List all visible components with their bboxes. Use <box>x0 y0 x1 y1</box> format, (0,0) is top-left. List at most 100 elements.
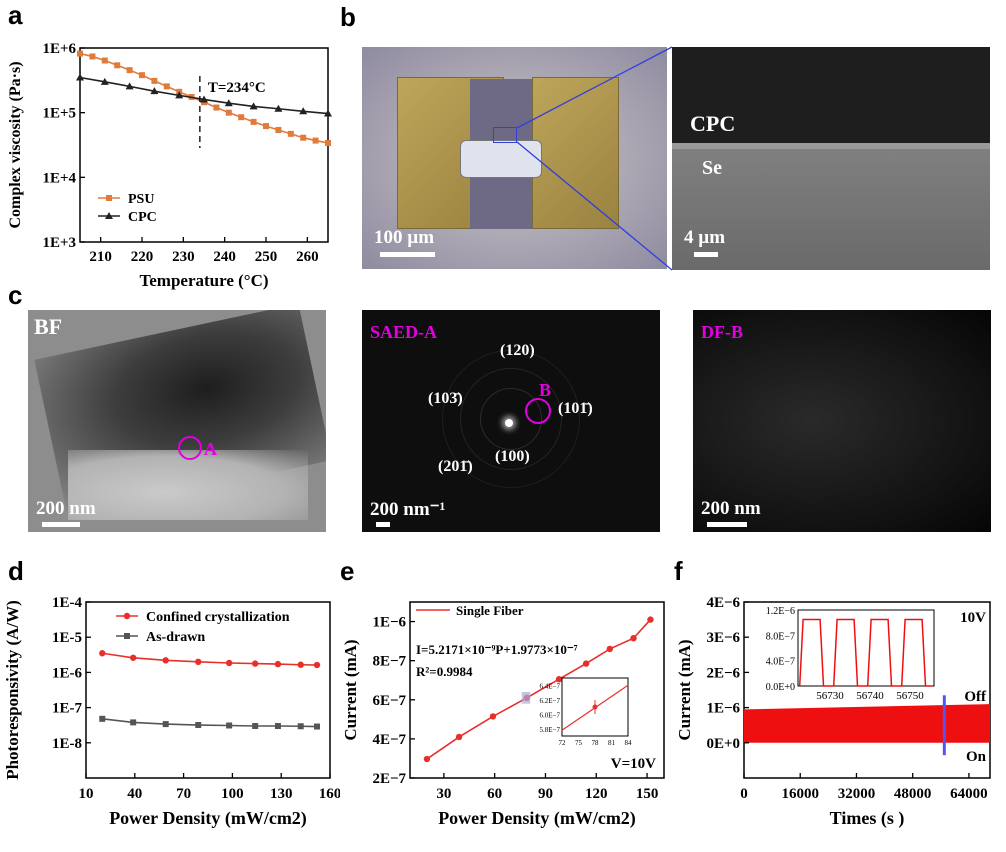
fit-r2: R²=0.9984 <box>416 664 473 679</box>
x-tick-label: 16000 <box>781 786 819 802</box>
off-label: Off <box>964 689 987 705</box>
data-point <box>126 67 133 74</box>
micrograph-c-df: DF-B 200 nm <box>693 310 991 532</box>
x-tick-label: 160 <box>319 786 340 802</box>
y-tick-label: 2E−7 <box>372 771 406 787</box>
x-tick-label: 30 <box>436 786 451 802</box>
x-tick-label: 220 <box>131 249 154 265</box>
x-tick-label: 48000 <box>894 786 932 802</box>
data-point <box>455 733 463 741</box>
legend-label: CPC <box>128 210 157 225</box>
y-axis-label: Photoresponsivity (A/W) <box>3 600 22 780</box>
inset-x-tick-label: 84 <box>625 739 633 747</box>
data-point <box>150 87 159 95</box>
x-tick-label: 70 <box>176 786 191 802</box>
y-tick-label: 1E−6 <box>372 615 406 631</box>
tem-light-hole <box>68 450 308 520</box>
panel-label-d: d <box>8 556 24 586</box>
inset-y-tick-label: 5.8E−7 <box>540 726 561 734</box>
data-point <box>325 139 331 146</box>
fit-equation: I=5.2171×10⁻⁹P+1.9773×10⁻⁷ <box>416 642 578 657</box>
data-point <box>225 659 233 667</box>
y-tick-label: 1E+5 <box>42 106 76 122</box>
marker-label-b: B <box>539 380 552 400</box>
scale-bar-label: 200 nm <box>701 498 761 519</box>
y-tick-label: 1E-5 <box>52 630 82 646</box>
scale-bar-label: 200 nm⁻¹ <box>370 499 446 520</box>
on-label: On <box>966 749 987 765</box>
scale-bar <box>380 252 435 257</box>
inset-square-wave <box>798 618 933 687</box>
chart-e: 30 60 90 120 150 2E−7 4E−7 6E−7 8E−7 1E−6 Power De… <box>341 601 665 829</box>
x-tick-label: 100 <box>221 786 244 802</box>
marker-circle-a <box>178 436 202 460</box>
y-tick-label: 3E−6 <box>706 630 740 646</box>
fiber-core <box>460 140 542 178</box>
data-point <box>129 654 137 661</box>
x-axis-label: Power Density (mW/cm2) <box>109 808 307 829</box>
y-tick-label: 1E-7 <box>52 701 83 717</box>
chart-d: 10 40 70 100 130 160 1E-8 1E-7 1E-6 1E-5 1E-4 Power… <box>3 595 340 829</box>
data-point <box>195 658 202 666</box>
data-point <box>250 118 257 125</box>
marker-circle-b <box>525 398 551 424</box>
plot-frame <box>409 601 665 779</box>
y-axis-label: Current (mA) <box>675 639 694 740</box>
inset-x-tick-label: 78 <box>592 739 600 747</box>
saed-index-201: (201̄) <box>438 458 473 475</box>
sem-se-region <box>672 147 990 270</box>
inset-y-tick-label: 1.2E−6 <box>766 606 795 617</box>
x-tick-label: 90 <box>538 786 553 802</box>
scale-bar <box>42 522 80 527</box>
voltage-label: 10V <box>960 610 986 626</box>
scale-bar-label: 4 µm <box>684 227 726 248</box>
panel-label-e: e <box>340 556 355 586</box>
inset-frame <box>797 609 935 687</box>
data-point <box>423 755 431 763</box>
data-point <box>489 713 497 720</box>
data-point <box>324 109 332 117</box>
central-beam <box>505 419 513 427</box>
sem-label-se: Se <box>702 157 722 179</box>
data-point <box>195 722 202 729</box>
x-axis-label: Times (s ) <box>830 808 905 829</box>
panel-label-b: b <box>340 2 356 32</box>
x-tick-label: 250 <box>255 249 278 265</box>
y-tick-label: 1E+4 <box>42 170 76 186</box>
data-point <box>275 126 282 133</box>
data-point <box>125 82 134 90</box>
saed-index-120: (120) <box>500 342 535 359</box>
data-point <box>249 102 258 110</box>
x-tick-label: 130 <box>270 786 293 802</box>
panel-label-c: c <box>8 280 23 310</box>
plot-frame <box>743 601 991 779</box>
x-tick-label: 60 <box>487 786 502 802</box>
annotation-label: T=234°C <box>208 80 266 96</box>
legend-marker <box>124 633 130 639</box>
data-point <box>139 72 145 79</box>
saed-index-103: (103̄) <box>428 390 463 407</box>
data-point <box>555 676 563 683</box>
saed-index-100: (100) <box>495 448 530 465</box>
inset-y-tick-label: 8.0E−7 <box>766 631 795 642</box>
chart-f: 0 16000 32000 48000 64000 0E+0 1E−6 2E−6 3E−6 4E−… <box>675 595 991 829</box>
micrograph-c-saed: SAED-A (120) (103̄) (101̄) (100) (201̄) … <box>362 310 660 532</box>
saed-index-101: (101̄) <box>558 400 593 417</box>
df-label: DF-B <box>701 322 743 342</box>
data-point <box>274 723 281 730</box>
y-tick-label: 1E+6 <box>42 41 76 57</box>
zoom-lines <box>516 46 673 271</box>
diffraction-ring-3 <box>442 350 580 488</box>
y-tick-label: 1E−6 <box>706 701 740 717</box>
data-point <box>297 661 304 668</box>
y-tick-label: 1E+3 <box>42 235 76 251</box>
data-point <box>162 721 169 728</box>
sem-interface <box>672 143 990 149</box>
data-point <box>99 650 106 657</box>
data-point <box>313 661 321 669</box>
panel-label-f: f <box>674 556 683 586</box>
chart-a: 210 220 230 240 250 260 1E+3 1E+4 1E+5 1E+6 Temper… <box>7 41 332 290</box>
data-point <box>582 660 590 667</box>
data-point <box>76 73 84 81</box>
inset-x-tick-label: 56730 <box>816 690 844 702</box>
